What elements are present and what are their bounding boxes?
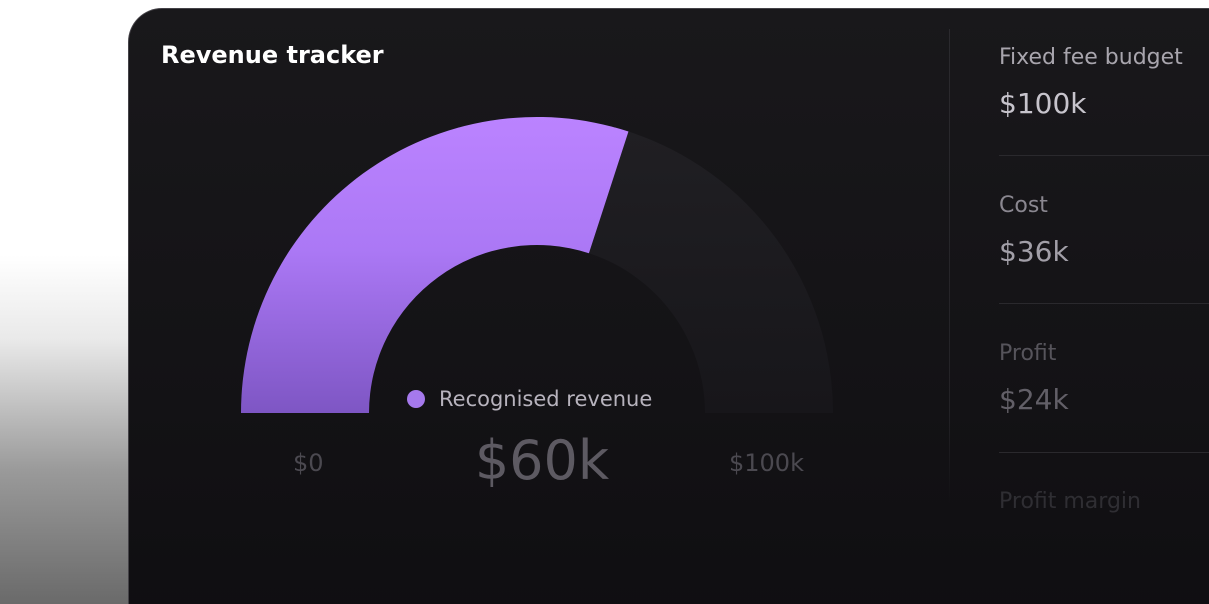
- stat-divider: [999, 452, 1209, 453]
- revenue-tracker-card: Revenue tracker Recognised revenue $60k …: [128, 8, 1209, 604]
- stat-label: Cost: [999, 193, 1048, 218]
- stat-divider: [999, 155, 1209, 156]
- gauge-value: $60k: [474, 429, 610, 492]
- stat-label: Profit: [999, 341, 1057, 366]
- legend-label: Recognised revenue: [439, 387, 653, 411]
- gauge-fill: [241, 117, 629, 413]
- stat-label: Profit margin: [999, 489, 1141, 514]
- legend-dot-icon: [407, 390, 425, 408]
- stat-value: $36k: [999, 235, 1069, 268]
- stat-value: $100k: [999, 87, 1087, 120]
- stat-label: Fixed fee budget: [999, 45, 1183, 70]
- card-title: Revenue tracker: [161, 41, 384, 69]
- vertical-divider: [949, 29, 950, 504]
- gauge-legend: Recognised revenue: [407, 387, 652, 411]
- revenue-gauge: [241, 117, 833, 413]
- gauge-max-label: $100k: [729, 449, 804, 477]
- gauge-min-label: $0: [293, 449, 324, 477]
- gauge-track: [588, 131, 833, 413]
- stat-divider: [999, 303, 1209, 304]
- stat-value: $24k: [999, 383, 1069, 416]
